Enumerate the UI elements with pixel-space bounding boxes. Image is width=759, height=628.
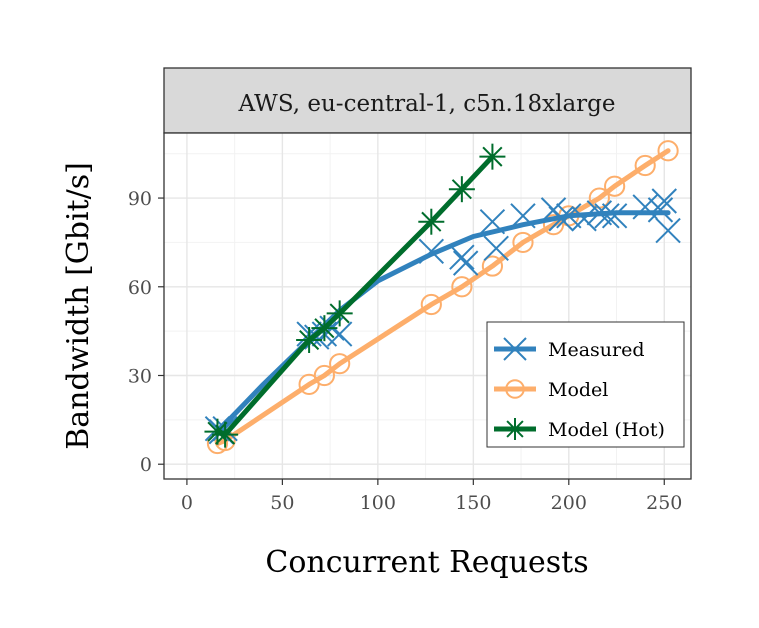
y-tick-label: 30 <box>128 365 152 387</box>
x-axis: 0 50 100 150 200 250 <box>181 479 682 514</box>
data-point <box>505 379 525 399</box>
data-point <box>481 255 504 277</box>
data-point <box>510 203 536 229</box>
data-point <box>420 293 442 316</box>
data-point <box>483 235 509 262</box>
facet-title: AWS, eu-central-1, c5n.18xlarge <box>238 91 616 117</box>
data-point <box>657 140 679 162</box>
y-tick-label: 60 <box>128 277 152 299</box>
y-axis: 0 30 60 90 <box>128 188 164 476</box>
series-layer <box>204 140 681 455</box>
data-point <box>326 300 353 327</box>
data-point <box>651 188 677 214</box>
data-point <box>601 203 628 229</box>
data-point <box>634 154 656 177</box>
x-tick-label: 150 <box>455 492 491 514</box>
data-point <box>512 231 534 254</box>
x-tick-label: 100 <box>360 492 396 514</box>
data-point <box>586 200 613 226</box>
y-tick-label: 0 <box>140 454 152 476</box>
data-point <box>329 353 351 375</box>
legend: Measured Model Model (Hot) <box>486 321 685 448</box>
data-point <box>452 250 479 276</box>
data-point <box>418 238 445 264</box>
legend-label-measured: Measured <box>548 339 645 361</box>
data-point <box>449 244 475 270</box>
x-axis-title: Concurrent Requests <box>265 545 588 580</box>
x-tick-label: 50 <box>270 492 294 514</box>
series-model-line <box>215 148 671 446</box>
strip-background <box>163 67 692 134</box>
data-point <box>655 217 681 244</box>
data-point <box>647 197 674 223</box>
legend-label-model-hot: Model (Hot) <box>548 419 665 441</box>
plot-border <box>163 132 692 480</box>
data-point <box>204 418 231 445</box>
data-point <box>479 209 506 235</box>
data-point <box>604 175 626 197</box>
x-tick-label: 200 <box>551 492 587 514</box>
data-point <box>632 194 658 220</box>
legend-key-model <box>494 379 536 399</box>
data-point <box>418 208 445 235</box>
data-point <box>448 176 475 203</box>
data-point <box>296 327 323 354</box>
data-point <box>503 337 527 361</box>
y-tick-label: 90 <box>128 188 152 210</box>
legend-key-measured <box>494 337 536 361</box>
data-point <box>548 206 574 232</box>
data-point <box>212 421 239 448</box>
data-point <box>479 143 506 170</box>
x-tick-label: 0 <box>181 492 193 514</box>
data-point <box>556 203 582 229</box>
legend-keys <box>494 337 536 440</box>
data-point <box>571 206 597 232</box>
series-model <box>206 140 679 455</box>
data-point <box>326 321 353 347</box>
data-point <box>313 364 335 387</box>
legend-label-model: Model <box>548 379 608 401</box>
data-point <box>451 276 473 298</box>
legend-key-model-hot <box>494 418 536 440</box>
data-point <box>594 203 620 229</box>
data-point <box>504 418 526 440</box>
y-axis-title: Bandwidth [Gbit/s] <box>61 162 96 450</box>
x-tick-label: 250 <box>646 492 682 514</box>
series-model-hot <box>204 143 506 448</box>
